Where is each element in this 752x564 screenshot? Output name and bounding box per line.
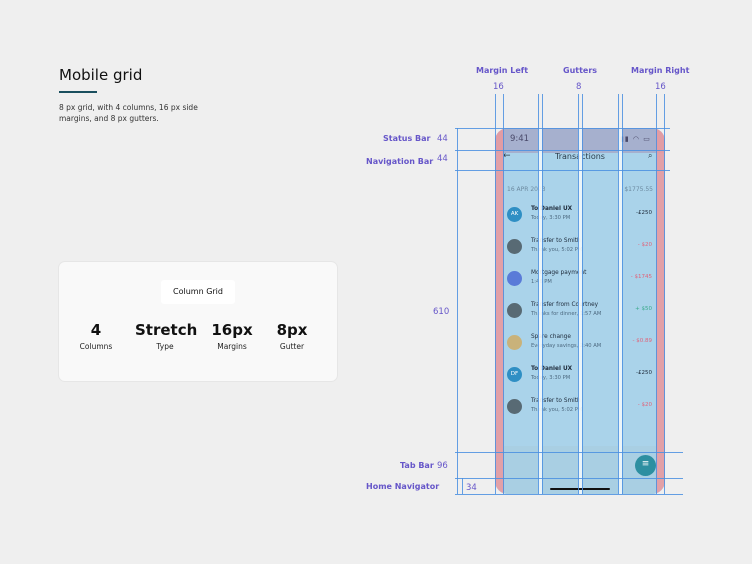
- content-height-value: 610: [433, 307, 450, 317]
- transaction-subtitle: Everyday savings, 2:40 AM: [531, 343, 602, 349]
- transaction-title: Mortgage payment: [531, 270, 587, 276]
- guide-v: [618, 94, 619, 494]
- stat-type: Stretch Type: [135, 320, 198, 351]
- transaction-title: To Daniel UX: [531, 206, 573, 212]
- stat-label: Gutter: [279, 342, 305, 351]
- transaction-amount: - $0.89: [632, 338, 652, 344]
- transaction-subtitle: Today, 3:30 PM: [531, 215, 571, 221]
- stat-label: Margins: [217, 342, 247, 351]
- transaction-row[interactable]: Transfer to Smith Thank you, 5:02 PM - $20: [495, 236, 665, 268]
- column-grid-card: Column Grid 4 Columns Stretch Type 16px …: [59, 262, 337, 381]
- search-icon[interactable]: ⌕: [648, 151, 653, 160]
- date-header: 16 APR 2023: [507, 186, 546, 193]
- status-bar-label: Status Bar: [383, 134, 431, 143]
- stat-value: 4: [90, 321, 102, 339]
- title-underline: [59, 91, 97, 93]
- guide-v: [538, 94, 539, 494]
- stat-margins: 16px Margins: [202, 320, 262, 351]
- gutter-1: [538, 128, 542, 494]
- avatar: [507, 335, 522, 350]
- avatar: [507, 399, 522, 414]
- guide-v: [542, 94, 543, 494]
- status-time: 9:41: [510, 134, 530, 144]
- status-icons: ▮▮ ◠ ▭: [620, 135, 651, 143]
- margin-left-label: Margin Left: [476, 66, 529, 75]
- avatar: AK: [507, 207, 522, 222]
- phone-mockup: 9:41 ▮▮ ◠ ▭ ← Transactions ⌕ 16 APR 2023…: [495, 128, 665, 494]
- stat-columns: 4 Columns: [66, 320, 126, 351]
- transaction-subtitle: Thanks for dinner, 1:57 AM: [531, 311, 602, 317]
- gutter-2: [578, 128, 582, 494]
- transaction-row[interactable]: DF To Daniel UX Today, 3:30 PM -£250: [495, 364, 665, 396]
- home-indicator: [550, 488, 610, 490]
- transaction-amount: - $20: [637, 242, 652, 248]
- navigation-bar-value: 44: [437, 154, 448, 164]
- avatar: [507, 303, 522, 318]
- tab-bar-label: Tab Bar: [400, 461, 434, 470]
- avatar: DF: [507, 367, 522, 382]
- transaction-row[interactable]: Spare change Everyday savings, 2:40 AM - $…: [495, 332, 665, 364]
- guide-h: [455, 150, 670, 151]
- transaction-row[interactable]: AK To Daniel UX Today, 3:30 PM -£250: [495, 204, 665, 236]
- guide-v: [578, 94, 579, 494]
- transaction-row[interactable]: Transfer to Smith Thank you, 5:02 PM - $20: [495, 396, 665, 428]
- margin-left-value: 16: [493, 82, 504, 92]
- home-navigator-label: Home Navigator: [366, 482, 440, 491]
- transaction-title: Transfer to Smith: [531, 238, 581, 244]
- guide-v: [656, 94, 657, 494]
- guide-v: [622, 94, 623, 494]
- column-grid-label: Column Grid: [161, 280, 235, 304]
- guide-v: [664, 94, 665, 494]
- stat-value: 8px: [276, 321, 308, 339]
- guide-v: [457, 128, 458, 494]
- transaction-amount: -£250: [636, 370, 652, 376]
- transaction-title: Spare change: [531, 334, 571, 340]
- filter-fab[interactable]: ≡: [635, 455, 656, 476]
- guide-h: [455, 494, 683, 495]
- avatar: [507, 239, 522, 254]
- margin-right-value: 16: [655, 82, 666, 92]
- guide-h: [455, 452, 683, 453]
- filter-icon: ≡: [641, 459, 650, 469]
- guide-v: [582, 94, 583, 494]
- transaction-subtitle: Today, 3:30 PM: [531, 375, 571, 381]
- margin-right-column: [656, 128, 665, 494]
- transaction-amount: + $50: [635, 306, 652, 312]
- stat-value: Stretch: [135, 321, 198, 339]
- transaction-amount: - $1745: [630, 274, 652, 280]
- transaction-amount: -£250: [636, 210, 652, 216]
- guide-v: [503, 94, 504, 494]
- guide-h: [455, 170, 670, 171]
- avatar: [507, 271, 522, 286]
- guide-h: [455, 128, 670, 129]
- tab-bar-value: 96: [437, 461, 448, 471]
- transaction-subtitle: Thank you, 5:02 PM: [531, 407, 583, 413]
- margin-right-label: Margin Right: [631, 66, 690, 75]
- transaction-title: To Daniel UX: [531, 366, 573, 372]
- page-title: Mobile grid: [59, 66, 143, 84]
- guide-h: [455, 478, 683, 479]
- transaction-subtitle: Thank you, 5:02 PM: [531, 247, 583, 253]
- gutter-3: [618, 128, 622, 494]
- status-bar-value: 44: [437, 134, 448, 144]
- guide-v: [495, 94, 496, 494]
- stat-gutter: 8px Gutter: [262, 320, 322, 351]
- stat-value: 16px: [211, 321, 253, 339]
- transaction-amount: - $20: [637, 402, 652, 408]
- home-navigator-value: 34: [466, 483, 477, 493]
- grid-description: 8 px grid, with 4 columns, 16 px side ma…: [59, 103, 198, 123]
- date-total: - $1775.55: [620, 186, 653, 193]
- back-arrow-icon[interactable]: ←: [503, 151, 511, 161]
- stat-label: Columns: [79, 342, 113, 351]
- gutters-label: Gutters: [563, 66, 598, 75]
- navigation-bar-label: Navigation Bar: [366, 157, 434, 166]
- gutters-value: 8: [576, 82, 582, 92]
- stat-label: Type: [156, 342, 174, 351]
- transaction-title: Transfer to Smith: [531, 398, 581, 404]
- margin-left-column: [495, 128, 504, 494]
- transaction-title: Transfer from Courtney: [531, 302, 599, 308]
- transaction-row[interactable]: Transfer from Courtney Thanks for dinner,…: [495, 300, 665, 332]
- guide-v: [462, 478, 463, 494]
